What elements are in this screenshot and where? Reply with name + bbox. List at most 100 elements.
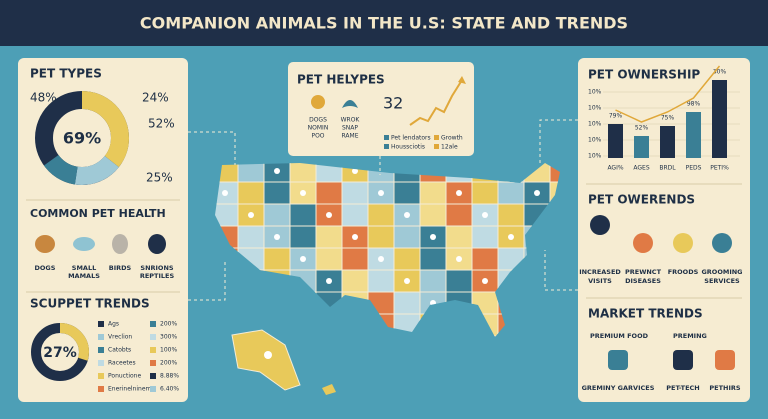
legend-swatch xyxy=(98,347,104,353)
paw xyxy=(300,256,306,262)
state xyxy=(367,269,395,293)
state xyxy=(263,203,291,227)
paw xyxy=(378,190,384,196)
item-label: PREMING xyxy=(673,332,707,340)
bar xyxy=(634,136,649,158)
state xyxy=(315,247,343,271)
legend-swatch xyxy=(98,386,104,392)
item-label: DISEASES xyxy=(625,277,661,285)
icon xyxy=(673,350,693,370)
legend-swatch xyxy=(384,135,389,140)
item-label: SERVICES xyxy=(704,277,740,285)
legend-label: Catobts xyxy=(108,347,131,354)
icon xyxy=(715,350,735,370)
paw xyxy=(482,278,488,284)
bar-label: 98% xyxy=(687,101,701,108)
state xyxy=(367,225,395,249)
state xyxy=(393,181,421,205)
paw xyxy=(508,234,514,240)
legend-label: 12ale xyxy=(441,144,458,151)
legend-swatch xyxy=(150,386,156,392)
icon xyxy=(608,350,628,370)
legend-label: Enerinelninem xyxy=(108,386,152,393)
item-label: REPTILES xyxy=(140,272,175,280)
item-label: MAMALS xyxy=(68,272,100,280)
paw xyxy=(456,256,462,262)
x-tick-label: PETI% xyxy=(710,165,729,172)
legend-swatch xyxy=(434,135,439,140)
state xyxy=(393,291,421,315)
section-title: PET OWERENDS xyxy=(588,193,695,207)
section-title: MARKET TRENDS xyxy=(588,307,703,321)
legend-swatch xyxy=(98,321,104,327)
x-tick-label: AGI% xyxy=(607,165,623,172)
paw xyxy=(430,234,436,240)
item-label: SNAP xyxy=(342,125,358,132)
donut-center: 69% xyxy=(63,129,101,148)
item-label: PETHIRS xyxy=(709,384,741,392)
paw xyxy=(534,190,540,196)
state xyxy=(341,269,369,293)
item-label: PET-TECH xyxy=(666,384,700,392)
bar xyxy=(712,80,727,158)
icon xyxy=(712,233,732,253)
x-tick-label: AGES xyxy=(633,165,649,172)
legend-label: Vreclion xyxy=(108,334,132,341)
state xyxy=(419,247,447,271)
item-label: SNRIONS xyxy=(140,264,174,272)
state xyxy=(289,203,317,227)
section-title: COMMON PET HEALTH xyxy=(30,207,166,220)
state xyxy=(315,181,343,205)
item-label: POO xyxy=(311,133,324,140)
hawaii xyxy=(322,384,336,395)
trend-line xyxy=(615,65,721,123)
legend-value: 200% xyxy=(160,321,177,328)
paw xyxy=(264,351,272,359)
legend-label: Raceetes xyxy=(108,360,136,367)
donut xyxy=(35,91,129,185)
icon xyxy=(590,215,610,235)
item-label: DOGS xyxy=(35,264,56,272)
left-panel xyxy=(18,58,188,402)
y-tick-label: 10% xyxy=(588,89,602,96)
leaf-icon xyxy=(342,100,358,108)
y-tick-label: 10% xyxy=(588,153,602,160)
legend-label: Houssciotis xyxy=(391,144,425,151)
section-title: SCUPPET TRENDS xyxy=(30,297,150,311)
bar xyxy=(686,112,701,158)
state xyxy=(237,225,265,249)
legend-label: Ags xyxy=(108,321,119,328)
legend-label: Pet lendators xyxy=(391,135,431,142)
trend-line xyxy=(409,79,463,126)
header-bar xyxy=(0,0,768,46)
item-label: NOMIN xyxy=(308,125,329,132)
y-tick-label: 10% xyxy=(588,137,602,144)
icon xyxy=(633,233,653,253)
paw xyxy=(482,212,488,218)
donut-label: 25% xyxy=(146,171,173,185)
paw xyxy=(326,278,332,284)
state xyxy=(393,247,421,271)
item-label: WROK xyxy=(341,117,361,124)
state xyxy=(497,181,525,205)
state xyxy=(341,203,369,227)
section-title: PET OWNERSHIP xyxy=(588,68,700,82)
donut-label: 24% xyxy=(142,91,169,105)
legend-swatch xyxy=(98,373,104,379)
state xyxy=(445,225,473,249)
item-label: GROOMING xyxy=(701,268,742,276)
y-tick-label: 10% xyxy=(588,121,602,128)
donut-label: 48% xyxy=(30,91,57,105)
bar-label: 30% xyxy=(713,69,727,76)
legend-value: 200% xyxy=(160,360,177,367)
state xyxy=(419,269,447,293)
title: COMPANION ANIMALS IN THE U.S: STATE AND … xyxy=(140,14,628,33)
item-label: PREWNCT xyxy=(625,268,662,276)
big-number: 32 xyxy=(383,94,403,113)
legend-swatch xyxy=(384,144,389,149)
arrow xyxy=(458,76,466,84)
item-label: SMALL xyxy=(72,264,96,272)
item-label: RAME xyxy=(342,133,359,140)
state xyxy=(289,225,317,249)
